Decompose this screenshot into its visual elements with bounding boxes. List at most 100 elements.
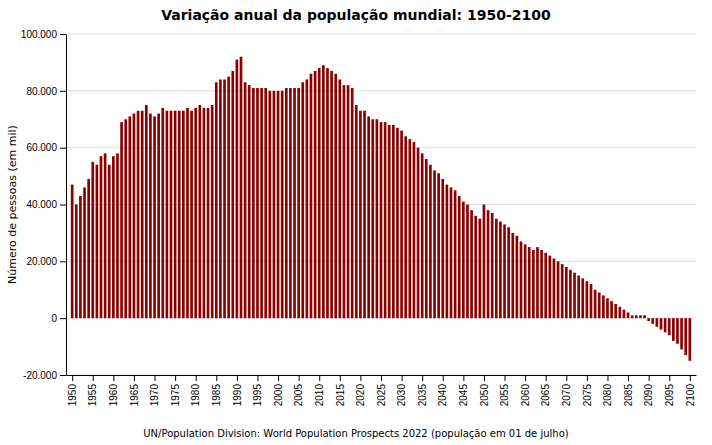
x-tick-mark: [196, 375, 197, 381]
bar: [75, 205, 78, 319]
bar: [87, 179, 90, 318]
x-tick-label: 2095: [664, 384, 675, 407]
bar: [470, 210, 473, 318]
bar: [569, 270, 572, 318]
x-tick-label: 2030: [396, 384, 407, 407]
bar: [293, 88, 296, 318]
x-tick-mark: [319, 375, 320, 381]
x-tick: 2090: [643, 375, 654, 406]
x-tick-mark: [72, 375, 73, 381]
bar: [219, 79, 222, 318]
bar: [256, 88, 259, 318]
x-tick-label: 2000: [273, 384, 284, 407]
x-tick-mark: [484, 375, 485, 381]
y-tick-mark: [60, 34, 66, 35]
bar: [528, 247, 531, 318]
bar: [326, 68, 329, 318]
bar: [318, 68, 321, 318]
chart: -20.000020.00040.00060.00080.000100.0001…: [0, 0, 712, 445]
bar: [108, 165, 111, 318]
x-tick-label: 2045: [458, 384, 469, 407]
x-tick: 2040: [437, 375, 448, 406]
x-tick-label: 1985: [211, 384, 222, 407]
x-tick-label: 2080: [602, 384, 613, 407]
bar: [388, 125, 391, 318]
bar: [623, 310, 626, 319]
bar: [684, 318, 687, 355]
bar: [186, 108, 189, 318]
bar: [359, 111, 362, 318]
bar: [248, 85, 251, 318]
x-tick-mark: [587, 375, 588, 381]
x-tick-label: 2085: [623, 384, 634, 407]
bar: [635, 315, 638, 318]
bar: [145, 105, 148, 318]
x-tick: 1970: [149, 375, 160, 406]
x-tick-mark: [669, 375, 670, 381]
bar: [511, 233, 514, 318]
y-axis: -20.000020.00040.00060.00080.000100.000: [21, 29, 67, 381]
bar: [668, 318, 671, 335]
x-tick: 2055: [499, 375, 510, 406]
x-tick-label: 2015: [335, 384, 346, 407]
bar: [285, 88, 288, 318]
bar: [548, 256, 551, 319]
x-tick: 2020: [355, 375, 366, 406]
x-tick-mark: [402, 375, 403, 381]
x-tick-label: 2055: [499, 384, 510, 407]
bar: [343, 85, 346, 318]
bar: [656, 318, 659, 327]
bar: [211, 105, 214, 318]
x-tick-mark: [134, 375, 135, 381]
x-tick-mark: [237, 375, 238, 381]
y-axis-title: Número de pessoas (em mil): [6, 125, 19, 284]
y-tick: -20.000: [23, 370, 66, 381]
bar: [660, 318, 663, 329]
x-tick: 2050: [479, 375, 490, 406]
bar: [557, 261, 560, 318]
bar: [680, 318, 683, 349]
x-tick-label: 1955: [87, 384, 98, 407]
bar: [277, 91, 280, 318]
x-tick-mark: [155, 375, 156, 381]
bar: [149, 114, 152, 319]
x-tick-label: 2020: [355, 384, 366, 407]
bars: [71, 57, 691, 361]
bar: [495, 219, 498, 318]
y-tick-mark: [60, 261, 66, 262]
y-tick-label: 40.000: [26, 199, 57, 210]
y-tick: 0: [51, 313, 66, 324]
y-tick-mark: [60, 148, 66, 149]
bar: [91, 162, 94, 318]
x-tick-label: 2010: [314, 384, 325, 407]
title: Variação anual da população mundial: 195…: [161, 7, 551, 23]
y-tick: 60.000: [26, 142, 66, 153]
bar: [83, 187, 86, 318]
y-tick-mark: [60, 375, 66, 376]
y-tick-label: 60.000: [26, 142, 57, 153]
bar: [223, 79, 226, 318]
grid: [66, 34, 696, 375]
bar: [190, 111, 193, 318]
bar: [565, 267, 568, 318]
x-tick: 1950: [67, 375, 78, 406]
x-tick: 2010: [314, 375, 325, 406]
x-tick: 1990: [232, 375, 243, 406]
x-tick-mark: [690, 375, 691, 381]
y-tick-mark: [60, 91, 66, 92]
x-tick-label: 2025: [376, 384, 387, 407]
bar: [540, 250, 543, 318]
x-tick-mark: [505, 375, 506, 381]
bar: [137, 111, 140, 318]
bar: [314, 71, 317, 318]
bar: [244, 82, 247, 318]
bar: [446, 185, 449, 319]
x-tick: 2095: [664, 375, 675, 406]
bar: [598, 293, 601, 319]
x-tick: 2025: [376, 375, 387, 406]
x-tick-label: 1980: [190, 384, 201, 407]
x-tick-label: 2075: [582, 384, 593, 407]
bar: [363, 111, 366, 318]
bar: [454, 190, 457, 318]
y-tick-label: 100.000: [21, 29, 58, 40]
